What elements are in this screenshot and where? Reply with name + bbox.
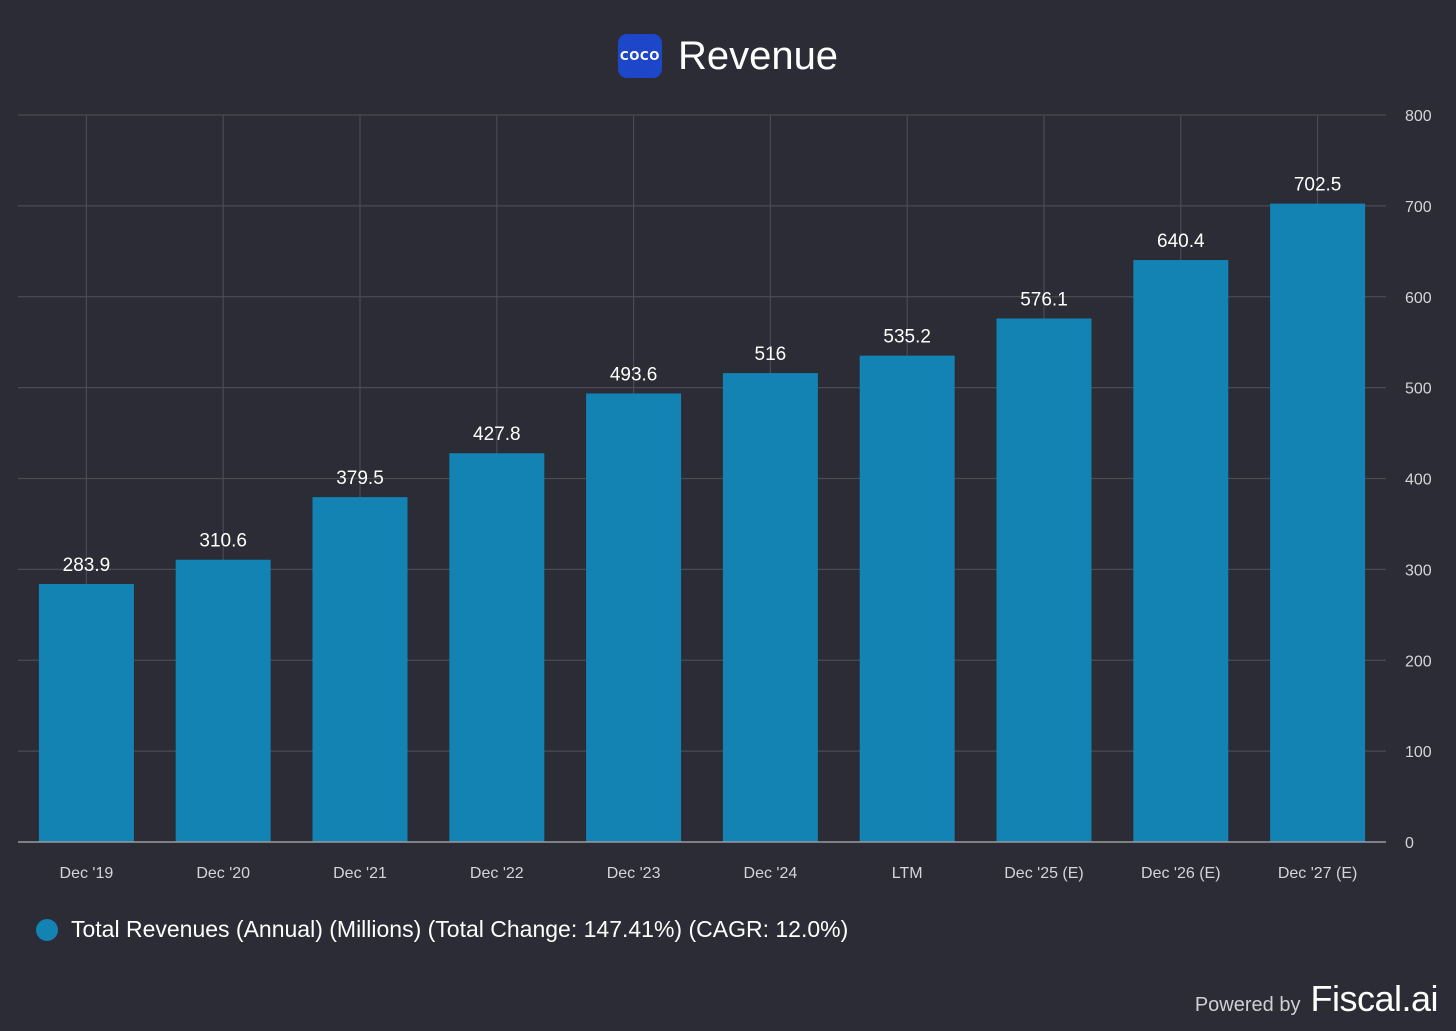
- x-tick-label: Dec '23: [607, 865, 661, 882]
- y-tick-label: 200: [1405, 653, 1432, 670]
- bar: [449, 453, 545, 842]
- bar: [312, 497, 408, 842]
- y-tick-label: 400: [1405, 472, 1432, 489]
- bar-value-label: 283.9: [63, 555, 111, 576]
- x-tick-label: Dec '21: [333, 865, 387, 882]
- bar: [996, 318, 1092, 842]
- bar: [586, 393, 682, 842]
- y-tick-label: 800: [1405, 108, 1432, 125]
- x-tick-label: Dec '19: [60, 865, 114, 882]
- bar-value-label: 576.1: [1020, 289, 1068, 310]
- chart-header: COCO Revenue: [0, 28, 1456, 84]
- legend[interactable]: Total Revenues (Annual) (Millions) (Tota…: [36, 916, 848, 943]
- bar: [722, 373, 818, 842]
- company-logo: COCO: [617, 34, 662, 78]
- x-tick-label: Dec '25 (E): [1004, 865, 1084, 882]
- chart-title: Revenue: [677, 33, 839, 78]
- y-tick-label: 300: [1405, 562, 1432, 579]
- bar-value-label: 535.2: [883, 327, 931, 348]
- bar: [38, 584, 134, 842]
- y-tick-label: 700: [1405, 199, 1432, 216]
- company-logo-text: COCO: [619, 49, 660, 63]
- bar-chart: 0 100 200 300 400 500 600 700 800 283.9 Dec '19 310…: [18, 108, 1432, 882]
- legend-marker-icon: [36, 918, 58, 941]
- bar-value-label: 516: [755, 344, 787, 365]
- bar: [1270, 203, 1366, 842]
- y-tick-label: 0: [1405, 835, 1414, 852]
- x-tick-label: Dec '27 (E): [1278, 865, 1358, 882]
- bar-value-label: 310.6: [199, 531, 247, 552]
- powered-by-footer[interactable]: Powered by Fiscal.ai: [1194, 978, 1439, 1020]
- bar-value-label: 427.8: [473, 424, 521, 445]
- bar-value-label: 493.6: [610, 364, 658, 385]
- powered-by-label: Powered by: [1194, 994, 1301, 1016]
- y-tick-label: 100: [1405, 744, 1432, 761]
- y-tick-label: 600: [1405, 290, 1432, 307]
- y-tick-label: 500: [1405, 381, 1432, 398]
- bar-value-label: 379.5: [336, 468, 384, 489]
- bar-value-label: 640.4: [1157, 231, 1205, 252]
- brand-logo: Fiscal.ai: [1310, 978, 1438, 1019]
- x-tick-label: Dec '20: [196, 865, 250, 882]
- x-tick-label: Dec '22: [470, 865, 524, 882]
- legend-label: Total Revenues (Annual) (Millions) (Tota…: [71, 916, 849, 942]
- x-tick-label: LTM: [892, 865, 923, 882]
- x-tick-label: Dec '24: [744, 865, 798, 882]
- bar: [859, 355, 955, 842]
- bar: [1133, 260, 1229, 842]
- bar: [175, 559, 271, 842]
- x-tick-label: Dec '26 (E): [1141, 865, 1221, 882]
- bar-value-label: 702.5: [1294, 175, 1342, 196]
